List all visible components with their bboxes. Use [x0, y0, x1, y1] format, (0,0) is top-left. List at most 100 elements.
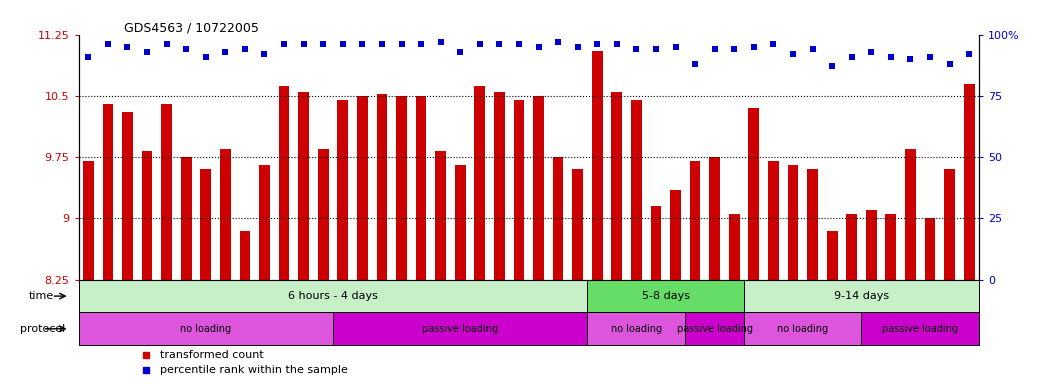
- Bar: [866, 210, 876, 280]
- Bar: [141, 151, 153, 280]
- Bar: [436, 151, 446, 280]
- Point: [628, 46, 645, 52]
- Bar: [650, 206, 662, 280]
- Point: [707, 46, 723, 52]
- Bar: [944, 169, 955, 280]
- Point: [432, 39, 449, 45]
- Bar: [357, 96, 367, 280]
- Text: 6 hours - 4 days: 6 hours - 4 days: [288, 291, 378, 301]
- Bar: [259, 166, 270, 280]
- Point: [687, 61, 704, 67]
- Point: [511, 41, 528, 48]
- Point: [961, 51, 978, 57]
- Bar: [318, 149, 329, 280]
- Point: [804, 46, 821, 52]
- Text: passive loading: passive loading: [883, 324, 958, 334]
- Point: [138, 49, 155, 55]
- Point: [843, 53, 860, 60]
- Text: protocol: protocol: [20, 324, 65, 334]
- Point: [315, 41, 332, 48]
- Bar: [862, 313, 979, 345]
- Point: [765, 41, 782, 48]
- Bar: [925, 218, 935, 280]
- Bar: [181, 157, 192, 280]
- Point: [275, 41, 292, 48]
- Bar: [377, 94, 387, 280]
- Bar: [846, 214, 857, 280]
- Bar: [279, 86, 289, 280]
- Bar: [514, 100, 525, 280]
- Bar: [744, 313, 862, 345]
- Bar: [587, 280, 744, 313]
- Point: [550, 39, 566, 45]
- Point: [119, 44, 136, 50]
- Bar: [494, 92, 505, 280]
- Point: [178, 46, 195, 52]
- Text: no loading: no loading: [180, 324, 231, 334]
- Bar: [886, 214, 896, 280]
- Bar: [333, 313, 587, 345]
- Text: percentile rank within the sample: percentile rank within the sample: [159, 365, 348, 375]
- Bar: [670, 190, 681, 280]
- Point: [393, 41, 409, 48]
- Bar: [587, 313, 686, 345]
- Point: [334, 41, 351, 48]
- Point: [784, 51, 801, 57]
- Point: [726, 46, 742, 52]
- Bar: [787, 166, 799, 280]
- Point: [824, 63, 841, 70]
- Point: [80, 53, 96, 60]
- Text: passive loading: passive loading: [676, 324, 753, 334]
- Point: [257, 51, 273, 57]
- Point: [570, 44, 586, 50]
- Bar: [122, 112, 133, 280]
- Point: [588, 41, 605, 48]
- Point: [354, 41, 371, 48]
- Point: [452, 49, 469, 55]
- Bar: [827, 231, 838, 280]
- Bar: [905, 149, 916, 280]
- Point: [530, 44, 547, 50]
- Point: [903, 56, 919, 62]
- Point: [941, 61, 958, 67]
- Text: 5-8 days: 5-8 days: [642, 291, 690, 301]
- Point: [471, 41, 488, 48]
- Text: no loading: no loading: [777, 324, 828, 334]
- Text: passive loading: passive loading: [422, 324, 498, 334]
- Bar: [631, 100, 642, 280]
- Point: [217, 49, 233, 55]
- Bar: [337, 100, 349, 280]
- Point: [99, 41, 116, 48]
- Bar: [592, 51, 603, 280]
- Text: no loading: no loading: [610, 324, 662, 334]
- Text: 9-14 days: 9-14 days: [834, 291, 889, 301]
- Bar: [474, 86, 485, 280]
- Bar: [749, 108, 759, 280]
- Point: [863, 49, 879, 55]
- Bar: [298, 92, 309, 280]
- Text: time: time: [29, 291, 54, 301]
- Bar: [103, 104, 113, 280]
- Bar: [416, 96, 426, 280]
- Point: [921, 53, 938, 60]
- Bar: [768, 161, 779, 280]
- Bar: [729, 214, 739, 280]
- Bar: [964, 84, 975, 280]
- Bar: [240, 231, 250, 280]
- Text: GDS4563 / 10722005: GDS4563 / 10722005: [124, 22, 259, 35]
- Point: [198, 53, 215, 60]
- Point: [491, 41, 508, 48]
- Bar: [83, 161, 93, 280]
- Point: [295, 41, 312, 48]
- Bar: [611, 92, 622, 280]
- Text: transformed count: transformed count: [159, 350, 263, 360]
- Bar: [573, 169, 583, 280]
- Bar: [200, 169, 211, 280]
- Bar: [553, 157, 563, 280]
- Point: [745, 44, 762, 50]
- Point: [374, 41, 391, 48]
- Bar: [454, 166, 466, 280]
- Point: [413, 41, 429, 48]
- Bar: [709, 157, 720, 280]
- Bar: [79, 280, 587, 313]
